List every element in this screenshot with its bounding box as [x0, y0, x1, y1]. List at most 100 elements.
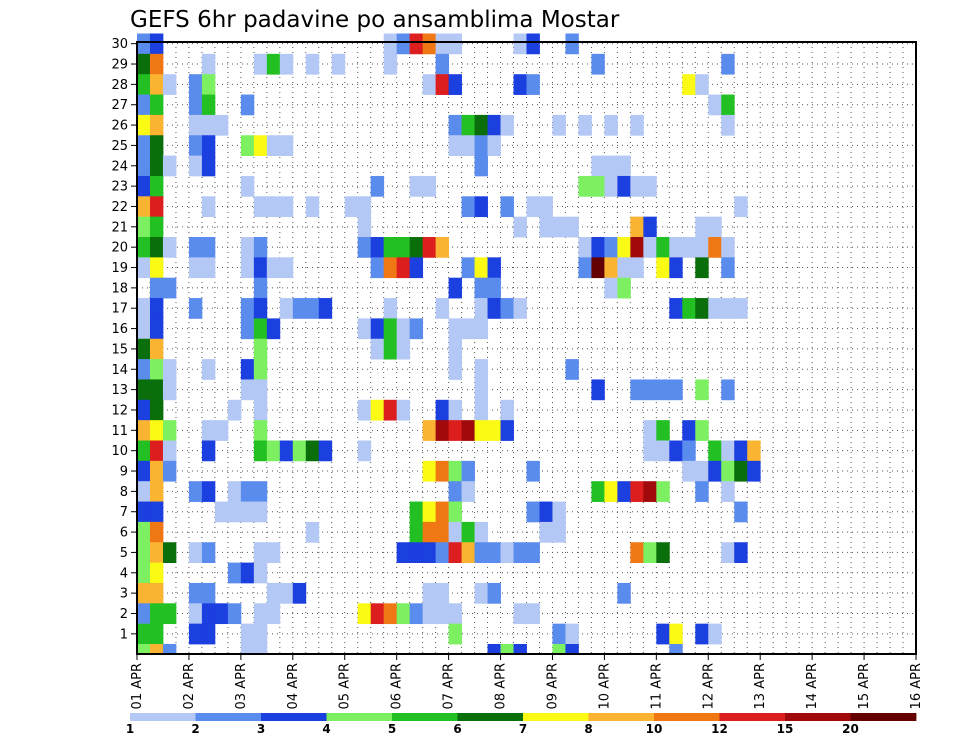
heatmap-cell [149, 155, 164, 177]
heatmap-cell [201, 582, 216, 604]
heatmap-cell [500, 196, 514, 218]
heatmap-cell [695, 216, 709, 238]
heatmap-cell [630, 216, 644, 238]
heatmap-cell [448, 623, 462, 645]
heatmap-cell [695, 481, 709, 502]
heatmap-cell [383, 33, 398, 55]
heatmap-cell [721, 257, 735, 279]
heatmap-cell [604, 481, 618, 502]
colorbar-swatch [195, 713, 262, 721]
x-tick-label: 12 APR [701, 663, 716, 709]
heatmap-cell [669, 440, 683, 462]
heatmap-cell [435, 460, 449, 482]
heatmap-cell [643, 216, 657, 238]
heatmap-cell [656, 623, 670, 645]
heatmap-cell [643, 481, 657, 502]
heatmap-cell [201, 603, 216, 625]
heatmap-cell [409, 318, 424, 340]
heatmap-cell [448, 481, 462, 502]
y-tick-label: 14 [111, 363, 128, 378]
heatmap-cell [201, 114, 216, 136]
heatmap-cell [240, 175, 255, 197]
heatmap-cell [526, 460, 540, 482]
heatmap-cell [188, 582, 203, 604]
heatmap-cell [734, 440, 748, 462]
heatmap-cell [695, 298, 709, 319]
heatmap-cell [253, 298, 268, 319]
heatmap-cell [448, 33, 462, 55]
heatmap-cell [448, 521, 462, 543]
heatmap-cell [137, 94, 151, 116]
heatmap-cell [162, 379, 177, 401]
heatmap-cell [396, 603, 411, 625]
heatmap-cell [240, 481, 255, 502]
heatmap-cell [448, 338, 462, 360]
y-axis-tick-labels: 1234567891011121314151617181920212223242… [111, 37, 137, 642]
heatmap-cell [188, 237, 203, 258]
heatmap-cell [656, 481, 670, 502]
heatmap-cell [409, 521, 424, 543]
heatmap-cell [435, 298, 449, 319]
heatmap-cell [435, 521, 449, 543]
heatmap-cell [448, 74, 462, 95]
heatmap-cell [137, 562, 151, 584]
heatmap-cell [266, 582, 281, 604]
heatmap-cell [461, 420, 475, 441]
y-tick-label: 2 [120, 607, 128, 622]
x-tick-label: 13 APR [753, 663, 768, 709]
y-tick-label: 17 [111, 302, 128, 317]
heatmap-cell [383, 603, 398, 625]
x-tick-label: 16 APR [909, 663, 924, 709]
heatmap-cell [240, 298, 255, 319]
y-tick-label: 1 [120, 627, 128, 642]
heatmap-cell [708, 460, 722, 482]
heatmap-cell [474, 257, 488, 279]
heatmap-cell [188, 542, 203, 563]
heatmap-cell [370, 237, 385, 258]
heatmap-cell [682, 460, 696, 482]
heatmap-cell [695, 420, 709, 441]
heatmap-cell [669, 237, 683, 258]
y-tick-label: 20 [111, 241, 128, 256]
heatmap-cell [461, 481, 475, 502]
heatmap-cell [448, 318, 462, 340]
y-tick-label: 19 [111, 261, 128, 276]
y-tick-label: 26 [111, 119, 128, 134]
heatmap-cell [396, 399, 411, 421]
heatmap-cell [149, 94, 164, 116]
heatmap-cell [357, 603, 372, 625]
heatmap-cell [578, 257, 592, 279]
heatmap-cell [137, 318, 151, 340]
colorbar-label: 1 [126, 722, 134, 736]
y-tick-label: 4 [120, 566, 128, 581]
heatmap-cell [383, 257, 398, 279]
chart-title: GEFS 6hr padavine po ansamblima Mostar [130, 7, 620, 33]
y-tick-label: 15 [111, 342, 128, 357]
heatmap-cell [474, 318, 488, 340]
heatmap-cell [137, 644, 151, 655]
y-tick-label: 22 [111, 200, 128, 215]
heatmap-cell [370, 399, 385, 421]
colorbar-label: 20 [842, 722, 859, 736]
heatmap-cell [721, 114, 735, 136]
heatmap-cell [240, 237, 255, 258]
heatmap-cell [435, 399, 449, 421]
heatmap-cell [448, 603, 462, 625]
heatmap-cell [708, 298, 722, 319]
heatmap-cell [201, 481, 216, 502]
y-tick-label: 18 [111, 281, 128, 296]
heatmap-cell [487, 582, 501, 604]
heatmap-cell [266, 53, 281, 75]
heatmap-cell [149, 481, 164, 502]
heatmap-cell [137, 420, 151, 441]
heatmap-cell [214, 603, 229, 625]
x-tick-label: 08 APR [494, 663, 509, 709]
heatmap-cell [201, 623, 216, 645]
heatmap-cell [201, 196, 216, 218]
heatmap-cell [578, 114, 592, 136]
colorbar-label: 3 [257, 722, 265, 736]
heatmap-cell [487, 257, 501, 279]
heatmap-cell [422, 460, 437, 482]
heatmap-cell [149, 114, 164, 136]
heatmap-cell [721, 237, 735, 258]
